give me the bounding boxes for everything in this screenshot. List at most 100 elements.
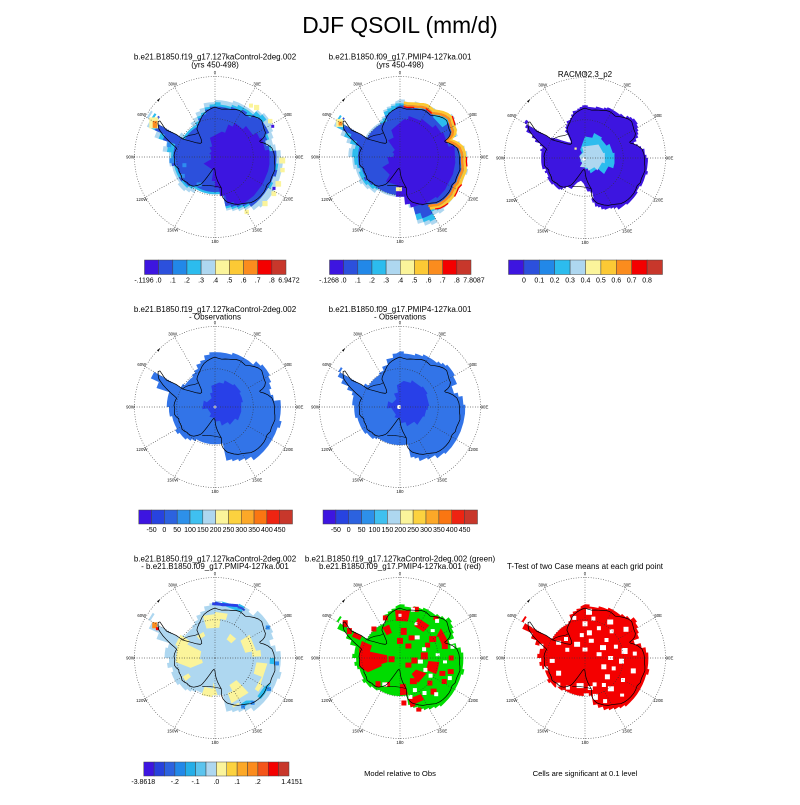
svg-text:30E: 30E: [438, 81, 446, 86]
svg-text:.0: .0: [341, 278, 347, 285]
svg-text:(yrs 450-498): (yrs 450-498): [376, 61, 424, 70]
svg-text:0: 0: [522, 278, 526, 285]
svg-text:150W: 150W: [352, 478, 364, 483]
svg-text:30E: 30E: [623, 582, 631, 587]
svg-text:200: 200: [394, 527, 406, 534]
svg-text:150E: 150E: [437, 729, 447, 734]
svg-text:400: 400: [261, 527, 273, 534]
svg-text:60E: 60E: [469, 112, 477, 117]
svg-text:30W: 30W: [538, 82, 548, 87]
svg-text:100: 100: [184, 527, 196, 534]
svg-text:180: 180: [396, 740, 404, 745]
svg-text:60E: 60E: [654, 613, 662, 618]
svg-text:90W: 90W: [311, 155, 321, 160]
svg-text:0.4: 0.4: [581, 278, 591, 285]
svg-text:180: 180: [396, 239, 404, 244]
svg-text:-.1: -.1: [192, 779, 200, 786]
svg-text:.4: .4: [212, 278, 218, 285]
svg-text:90W: 90W: [126, 155, 136, 160]
svg-text:180: 180: [581, 240, 589, 245]
svg-text:450: 450: [459, 527, 471, 534]
svg-text:0: 0: [347, 527, 351, 534]
svg-text:120W: 120W: [506, 698, 518, 703]
svg-text:30W: 30W: [353, 81, 363, 86]
svg-text:30E: 30E: [253, 582, 261, 587]
svg-text:.4: .4: [397, 278, 403, 285]
svg-text:150: 150: [382, 527, 394, 534]
svg-text:30W: 30W: [538, 582, 548, 587]
svg-text:90E: 90E: [481, 656, 489, 661]
svg-text:RACMO2.3_p2: RACMO2.3_p2: [558, 70, 613, 79]
svg-text:30E: 30E: [438, 331, 446, 336]
svg-text:.2: .2: [184, 278, 190, 285]
svg-text:150: 150: [197, 527, 209, 534]
svg-text:150E: 150E: [252, 729, 262, 734]
svg-text:DJF QSOIL (mm/d): DJF QSOIL (mm/d): [302, 12, 497, 38]
svg-text:90E: 90E: [296, 405, 304, 410]
svg-text:90W: 90W: [496, 656, 506, 661]
svg-text:60E: 60E: [469, 362, 477, 367]
svg-text:50: 50: [358, 527, 366, 534]
svg-text:30E: 30E: [438, 582, 446, 587]
svg-text:.3: .3: [383, 278, 389, 285]
svg-text:-50: -50: [146, 527, 156, 534]
svg-text:0.7: 0.7: [627, 278, 637, 285]
svg-text:.3: .3: [198, 278, 204, 285]
svg-text:.5: .5: [411, 278, 417, 285]
svg-text:.7: .7: [255, 278, 261, 285]
svg-text:180: 180: [211, 239, 219, 244]
svg-text:150W: 150W: [352, 729, 364, 734]
svg-text:b.e21.B1850.f09_g17.PMIP4-127k: b.e21.B1850.f09_g17.PMIP4-127ka.001: [329, 53, 472, 62]
svg-text:0: 0: [584, 71, 587, 76]
svg-text:0: 0: [399, 70, 402, 75]
svg-text:150E: 150E: [437, 478, 447, 483]
svg-text:120E: 120E: [468, 698, 478, 703]
svg-text:150E: 150E: [622, 229, 632, 234]
svg-text:-.1196: -.1196: [134, 278, 153, 285]
svg-text:90E: 90E: [481, 405, 489, 410]
svg-text:120W: 120W: [136, 447, 148, 452]
svg-text:180: 180: [211, 740, 219, 745]
svg-text:90E: 90E: [666, 156, 674, 161]
svg-text:.2: .2: [369, 278, 375, 285]
svg-text:90E: 90E: [666, 656, 674, 661]
svg-text:250: 250: [407, 527, 419, 534]
svg-text:150E: 150E: [252, 228, 262, 233]
svg-text:0: 0: [214, 571, 217, 576]
svg-text:0.5: 0.5: [596, 278, 606, 285]
svg-text:-3.8618: -3.8618: [131, 779, 155, 786]
svg-text:50: 50: [173, 527, 181, 534]
svg-text:.0: .0: [156, 278, 162, 285]
svg-text:30W: 30W: [168, 582, 178, 587]
svg-text:120E: 120E: [468, 197, 478, 202]
svg-text:Model relative to Obs: Model relative to Obs: [364, 769, 436, 778]
svg-text:60W: 60W: [322, 112, 332, 117]
svg-text:120E: 120E: [283, 197, 293, 202]
svg-text:30E: 30E: [623, 82, 631, 87]
svg-text:60W: 60W: [137, 613, 147, 618]
svg-text:350: 350: [433, 527, 445, 534]
svg-text:0: 0: [584, 571, 587, 576]
svg-text:60W: 60W: [322, 613, 332, 618]
svg-text:120W: 120W: [136, 197, 148, 202]
svg-text:b.e21.B1850.f19_g17.127kaContr: b.e21.B1850.f19_g17.127kaControl-2deg.00…: [134, 555, 297, 564]
svg-text:30W: 30W: [353, 582, 363, 587]
svg-text:0: 0: [162, 527, 166, 534]
svg-text:1.4151: 1.4151: [281, 779, 303, 786]
svg-text:0: 0: [399, 320, 402, 325]
svg-text:150W: 150W: [537, 229, 549, 234]
svg-text:100: 100: [369, 527, 381, 534]
svg-text:0: 0: [214, 70, 217, 75]
svg-text:150W: 150W: [167, 478, 179, 483]
svg-text:150E: 150E: [622, 729, 632, 734]
svg-text:120E: 120E: [283, 447, 293, 452]
svg-text:0: 0: [399, 571, 402, 576]
svg-text:b.e21.B1850.f09_g17.PMIP4-127k: b.e21.B1850.f09_g17.PMIP4-127ka.001 (red…: [319, 562, 481, 571]
svg-text:300: 300: [235, 527, 247, 534]
svg-text:60E: 60E: [284, 112, 292, 117]
svg-text:90W: 90W: [126, 405, 136, 410]
svg-text:b.e21.B1850.f19_g17.127kaContr: b.e21.B1850.f19_g17.127kaControl-2deg.00…: [305, 555, 496, 564]
svg-text:60W: 60W: [137, 362, 147, 367]
svg-text:.8: .8: [454, 278, 460, 285]
svg-text:.2: .2: [255, 779, 261, 786]
